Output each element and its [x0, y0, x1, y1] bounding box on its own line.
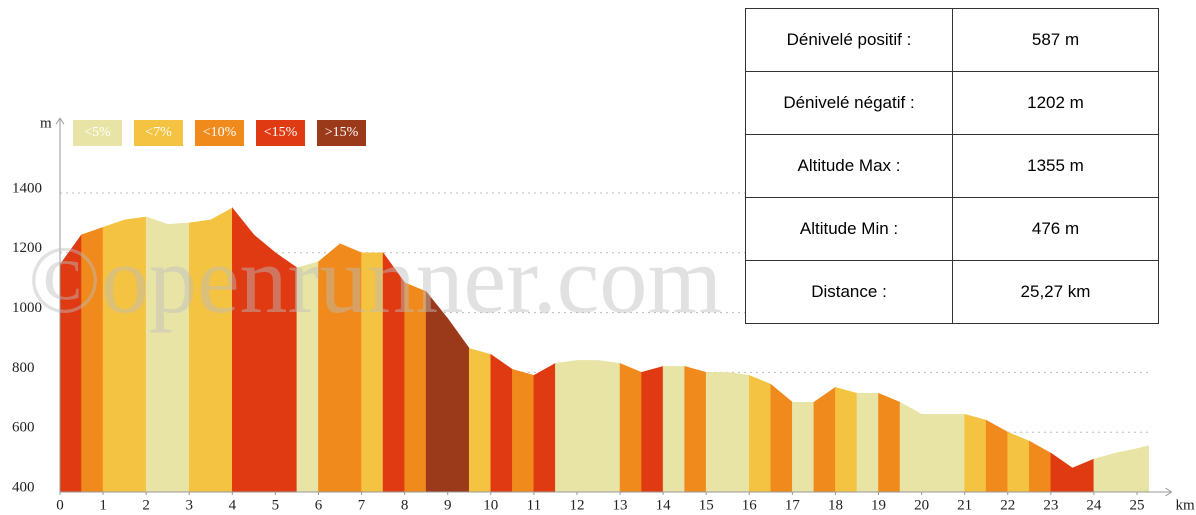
- profile-segment: [964, 413, 987, 493]
- profile-segment: [1136, 445, 1149, 493]
- profile-segment: [1072, 458, 1095, 493]
- y-tick-label: 400: [12, 479, 35, 495]
- legend-label: <5%: [84, 125, 111, 140]
- legend-label: >15%: [325, 125, 359, 140]
- x-arrow: [1165, 487, 1173, 497]
- x-tick-label: 20: [914, 497, 929, 513]
- stat-label: Distance :: [745, 260, 953, 324]
- profile-segment: [727, 372, 750, 493]
- profile-segment: [856, 393, 879, 493]
- watermark: ©openrunner.com: [28, 226, 722, 333]
- x-tick-label: 0: [56, 497, 64, 513]
- stats-table: Dénivelé positif :587 m Dénivelé négatif …: [745, 8, 1159, 324]
- x-tick-label: 3: [185, 497, 193, 513]
- x-tick-label: 16: [742, 497, 758, 513]
- x-tick-label: 21: [957, 497, 972, 513]
- stat-label: Altitude Max :: [745, 134, 953, 198]
- profile-segment: [576, 360, 599, 493]
- table-row: Distance :25,27 km: [745, 260, 1159, 324]
- profile-segment: [619, 362, 642, 493]
- table-row: Altitude Min :476 m: [745, 197, 1159, 261]
- x-tick-label: 8: [401, 497, 409, 513]
- profile-segment: [921, 413, 944, 493]
- profile-segment: [835, 386, 858, 493]
- x-tick-label: 9: [444, 497, 452, 513]
- y-tick-label: 800: [12, 360, 35, 376]
- stat-value: 587 m: [952, 8, 1159, 72]
- profile-segment: [512, 369, 535, 493]
- profile-segment: [1093, 452, 1116, 493]
- x-tick-label: 2: [142, 497, 150, 513]
- y-tick-label: 1200: [12, 240, 42, 256]
- y-axis-label: m: [40, 116, 52, 132]
- profile-segment: [490, 353, 513, 493]
- profile-segment: [985, 419, 1009, 493]
- x-tick-label: 13: [613, 497, 628, 513]
- x-tick-label: 23: [1043, 497, 1058, 513]
- table-row: Dénivelé positif :587 m: [745, 8, 1159, 72]
- legend-swatch: [195, 120, 244, 146]
- profile-segment: [899, 401, 922, 493]
- profile-segment: [1007, 431, 1030, 493]
- legend-swatch: [256, 120, 305, 146]
- profile-segment: [748, 374, 772, 493]
- profile-segment: [468, 348, 492, 493]
- profile-segment: [1115, 448, 1138, 493]
- profile-segment: [447, 317, 470, 493]
- x-tick-label: 15: [699, 497, 714, 513]
- stat-label: Dénivelé négatif :: [745, 71, 953, 135]
- x-tick-label: 6: [315, 497, 323, 513]
- legend-label: <7%: [145, 125, 172, 140]
- y-tick-label: 1400: [12, 180, 42, 196]
- profile-segment: [792, 401, 815, 493]
- profile-segment: [598, 360, 621, 493]
- x-axis-label: km: [1175, 497, 1195, 513]
- profile-segment: [1050, 452, 1073, 493]
- profile-segment: [662, 366, 685, 493]
- legend-swatch: [134, 120, 183, 146]
- profile-segment: [813, 386, 836, 493]
- x-tick-label: 11: [527, 497, 541, 513]
- profile-segment: [705, 372, 729, 493]
- stat-value: 25,27 km: [952, 260, 1159, 324]
- profile-segment: [555, 360, 578, 493]
- stat-label: Dénivelé positif :: [745, 8, 953, 72]
- x-tick-label: 7: [358, 497, 366, 513]
- x-tick-label: 4: [229, 497, 237, 513]
- stat-value: 476 m: [952, 197, 1159, 261]
- stat-label: Altitude Min :: [745, 197, 953, 261]
- legend-label: <15%: [264, 125, 298, 140]
- x-tick-label: 25: [1130, 497, 1145, 513]
- stat-value: 1202 m: [952, 71, 1159, 135]
- x-tick-label: 14: [656, 497, 672, 513]
- y-tick-label: 600: [12, 420, 35, 436]
- table-row: Dénivelé négatif :1202 m: [745, 71, 1159, 135]
- legend-label: <10%: [203, 125, 237, 140]
- table-row: Altitude Max :1355 m: [745, 134, 1159, 198]
- profile-segment: [1029, 440, 1052, 493]
- stat-value: 1355 m: [952, 134, 1159, 198]
- y-arrow: [55, 117, 65, 125]
- x-tick-label: 1: [99, 497, 107, 513]
- legend-swatch: [73, 120, 122, 146]
- profile-segment: [878, 392, 901, 493]
- profile-segment: [770, 383, 793, 493]
- x-tick-label: 18: [828, 497, 843, 513]
- profile-segment: [684, 366, 707, 493]
- x-tick-label: 19: [871, 497, 886, 513]
- x-tick-label: 10: [483, 497, 498, 513]
- legend-swatch: [317, 120, 366, 146]
- profile-segment: [942, 413, 965, 493]
- x-tick-label: 24: [1086, 497, 1102, 513]
- profile-segment: [533, 362, 556, 493]
- profile-segment: [641, 366, 664, 493]
- y-tick-label: 1000: [12, 300, 42, 316]
- x-tick-label: 22: [1000, 497, 1015, 513]
- x-tick-label: 17: [785, 497, 801, 513]
- x-tick-label: 5: [272, 497, 280, 513]
- x-tick-label: 12: [569, 497, 584, 513]
